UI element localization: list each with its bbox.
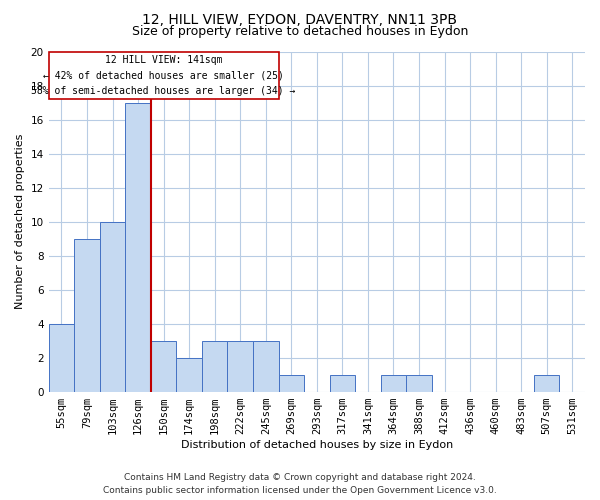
- Bar: [151, 341, 176, 392]
- Y-axis label: Number of detached properties: Number of detached properties: [15, 134, 25, 310]
- Bar: [74, 239, 100, 392]
- Text: ← 42% of detached houses are smaller (25): ← 42% of detached houses are smaller (25…: [43, 70, 284, 81]
- Bar: [253, 341, 278, 392]
- Bar: [380, 375, 406, 392]
- Bar: [406, 375, 432, 392]
- Bar: [329, 375, 355, 392]
- Bar: [227, 341, 253, 392]
- Bar: [278, 375, 304, 392]
- Text: 58% of semi-detached houses are larger (34) →: 58% of semi-detached houses are larger (…: [31, 86, 296, 96]
- Bar: [176, 358, 202, 392]
- Bar: [202, 341, 227, 392]
- FancyBboxPatch shape: [49, 52, 278, 99]
- Text: 12, HILL VIEW, EYDON, DAVENTRY, NN11 3PB: 12, HILL VIEW, EYDON, DAVENTRY, NN11 3PB: [143, 12, 458, 26]
- Text: Size of property relative to detached houses in Eydon: Size of property relative to detached ho…: [132, 25, 468, 38]
- Bar: [100, 222, 125, 392]
- Text: Contains HM Land Registry data © Crown copyright and database right 2024.
Contai: Contains HM Land Registry data © Crown c…: [103, 474, 497, 495]
- Bar: [125, 102, 151, 392]
- Text: 12 HILL VIEW: 141sqm: 12 HILL VIEW: 141sqm: [105, 55, 223, 65]
- Bar: [534, 375, 559, 392]
- X-axis label: Distribution of detached houses by size in Eydon: Distribution of detached houses by size …: [181, 440, 453, 450]
- Bar: [49, 324, 74, 392]
